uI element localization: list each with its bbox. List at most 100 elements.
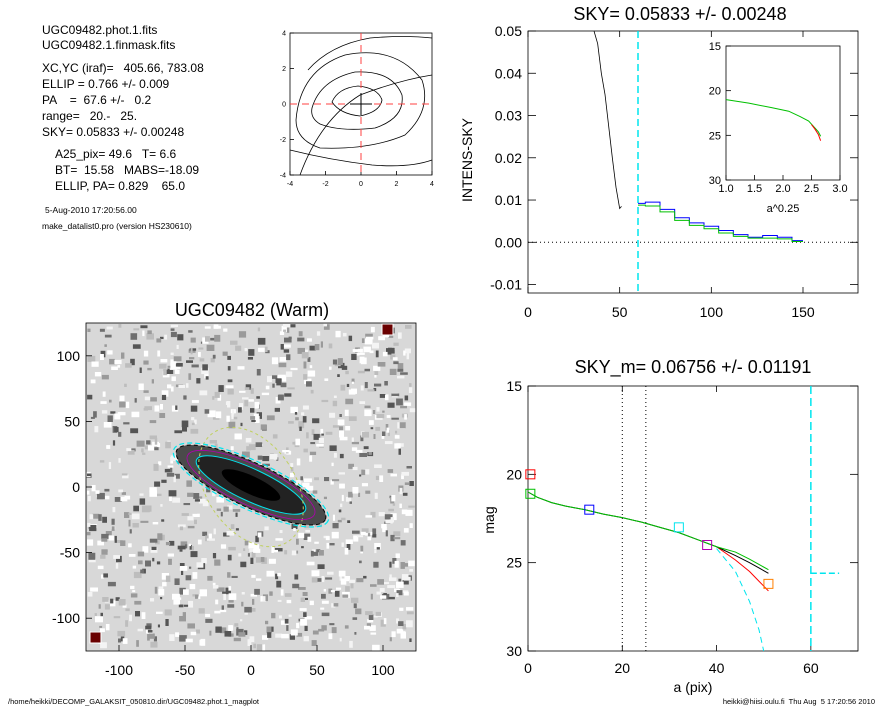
noise-speck (403, 528, 409, 533)
noise-speck (253, 643, 256, 649)
noise-speck (331, 531, 339, 539)
noise-speck (212, 354, 216, 359)
noise-speck (154, 481, 161, 487)
noise-speck (121, 352, 125, 359)
noise-speck (220, 627, 227, 634)
contour-line (307, 36, 433, 71)
sky-ytick-label: 0.02 (495, 150, 522, 166)
mag-plot: SKY_m= 0.06756 +/- 0.01191 mag a (pix) 0… (481, 357, 859, 695)
noise-speck (205, 535, 209, 542)
noise-speck (357, 348, 363, 353)
sky-ytick-label: 0.04 (495, 65, 522, 81)
noise-speck (214, 443, 218, 451)
noise-speck (248, 608, 256, 612)
noise-speck (115, 597, 120, 601)
noise-speck (395, 430, 398, 434)
noise-speck (275, 573, 279, 580)
noise-speck (133, 328, 140, 331)
noise-speck (328, 633, 333, 640)
noise-speck (401, 574, 409, 581)
noise-speck (399, 503, 402, 508)
noise-speck (232, 509, 241, 512)
noise-speck (160, 534, 165, 541)
noise-speck (260, 557, 265, 562)
noise-speck (98, 604, 101, 609)
noise-speck (168, 558, 172, 565)
noise-speck (141, 448, 144, 453)
noise-speck (161, 394, 167, 400)
noise-speck (328, 343, 333, 349)
noise-speck (304, 616, 313, 620)
noise-speck (179, 563, 185, 568)
noise-speck (209, 630, 212, 636)
noise-speck (309, 365, 313, 369)
noise-speck (292, 583, 300, 589)
noise-speck (298, 532, 305, 539)
noise-speck (101, 538, 108, 542)
noise-speck (131, 513, 140, 520)
noise-speck (369, 350, 374, 354)
noise-speck (375, 611, 382, 616)
noise-speck (279, 357, 287, 362)
noise-speck (348, 389, 356, 395)
noise-speck (279, 331, 285, 335)
noise-speck (307, 536, 312, 542)
noise-speck (379, 394, 386, 398)
noise-speck (228, 421, 236, 429)
bt-value: BT= 15.58 MABS=-18.09 (55, 163, 200, 177)
noise-speck (139, 498, 146, 505)
noise-speck (254, 401, 260, 409)
noise-speck (355, 608, 362, 615)
noise-speck (344, 409, 349, 416)
noise-speck (241, 592, 245, 595)
noise-speck (122, 638, 128, 644)
noise-speck (124, 512, 130, 518)
noise-speck (290, 406, 298, 414)
noise-speck (179, 587, 186, 595)
noise-speck (337, 358, 343, 365)
noise-speck (235, 512, 238, 517)
noise-speck (372, 644, 380, 651)
noise-speck (100, 401, 107, 404)
noise-speck (272, 383, 275, 388)
noise-speck (312, 630, 319, 635)
noise-speck (183, 604, 190, 607)
noise-speck (359, 474, 362, 477)
noise-speck (404, 414, 407, 420)
noise-speck (385, 519, 393, 524)
noise-speck (87, 539, 94, 546)
noise-speck (89, 514, 94, 520)
noise-speck (309, 345, 316, 351)
noise-speck (242, 451, 250, 458)
noise-speck (379, 588, 385, 592)
noise-speck (299, 608, 307, 611)
noise-speck (144, 406, 152, 411)
noise-speck (172, 593, 180, 600)
noise-speck (195, 629, 200, 634)
noise-speck (180, 541, 188, 547)
noise-speck (361, 483, 368, 487)
noise-speck (143, 390, 149, 393)
noise-speck (135, 611, 140, 617)
noise-speck (120, 496, 128, 502)
noise-speck (353, 603, 357, 609)
noise-speck (295, 417, 299, 421)
mag-extrapolation (716, 548, 765, 652)
noise-speck (134, 600, 142, 605)
noise-speck (153, 636, 157, 642)
noise-speck (97, 540, 104, 546)
noise-speck (100, 612, 103, 618)
mag-marker-red (525, 469, 536, 480)
center-coords: XC,YC (iraf)= 405.66, 783.08 (42, 61, 204, 75)
noise-speck (390, 517, 394, 523)
noise-speck (223, 328, 228, 332)
noise-speck (182, 425, 187, 432)
noise-speck (332, 523, 339, 529)
noise-speck (145, 625, 152, 630)
noise-speck (275, 378, 282, 383)
noise-speck (226, 531, 235, 536)
noise-speck (269, 591, 273, 596)
noise-speck (314, 344, 320, 351)
noise-speck (409, 408, 416, 413)
noise-speck (220, 511, 223, 517)
